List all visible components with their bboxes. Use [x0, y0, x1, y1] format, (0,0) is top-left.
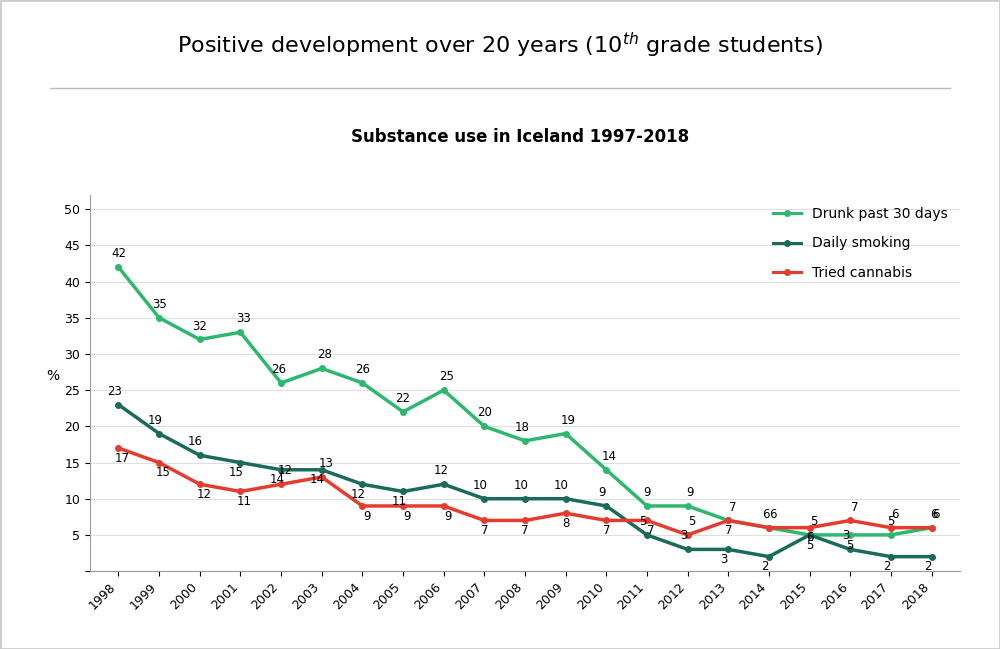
Text: 12: 12 [351, 488, 366, 501]
Text: 5: 5 [806, 539, 813, 552]
Text: 19: 19 [561, 413, 576, 426]
Text: 14: 14 [602, 450, 617, 463]
Text: 10: 10 [513, 479, 528, 492]
Text: 9: 9 [687, 486, 694, 499]
Text: 25: 25 [439, 370, 454, 383]
Text: 14: 14 [310, 473, 325, 487]
Text: 23: 23 [107, 385, 122, 398]
Y-axis label: %: % [47, 369, 60, 383]
Text: 6: 6 [806, 532, 813, 545]
Text: 6: 6 [762, 508, 770, 520]
Text: 7: 7 [725, 524, 732, 537]
Text: 33: 33 [236, 312, 251, 325]
Text: 12: 12 [278, 464, 293, 477]
Text: Substance use in Iceland 1997-2018: Substance use in Iceland 1997-2018 [351, 128, 689, 146]
Text: 6: 6 [931, 508, 938, 520]
Text: 8: 8 [562, 517, 569, 530]
Text: 7: 7 [851, 500, 858, 513]
Text: 15: 15 [229, 466, 244, 479]
Text: 10: 10 [554, 479, 569, 492]
Text: 12: 12 [433, 464, 448, 477]
Text: 2: 2 [761, 560, 769, 573]
Text: 16: 16 [188, 435, 203, 448]
Text: 5: 5 [887, 515, 895, 528]
Text: 19: 19 [147, 413, 162, 426]
Text: 20: 20 [477, 406, 492, 419]
Text: 26: 26 [355, 363, 370, 376]
Text: 5: 5 [847, 539, 854, 552]
Text: 5: 5 [688, 515, 695, 528]
Text: 9: 9 [363, 509, 370, 522]
Text: 6: 6 [769, 508, 777, 520]
Text: 22: 22 [396, 392, 411, 405]
Text: 6: 6 [891, 508, 899, 520]
Text: 3: 3 [680, 530, 687, 543]
Text: 7: 7 [481, 524, 488, 537]
Text: Positive development over 20 years (10$^{th}$ grade students): Positive development over 20 years (10$^… [177, 31, 823, 60]
Text: 9: 9 [403, 509, 411, 522]
Text: 42: 42 [111, 247, 126, 260]
Text: 14: 14 [269, 473, 284, 487]
Text: 28: 28 [317, 349, 332, 361]
Text: 13: 13 [318, 457, 333, 470]
Text: 3: 3 [842, 530, 850, 543]
Text: 9: 9 [643, 486, 651, 499]
Text: 7: 7 [603, 524, 610, 537]
Text: 32: 32 [192, 319, 207, 332]
Text: 5: 5 [639, 515, 646, 528]
Text: 5: 5 [810, 515, 817, 528]
Text: 7: 7 [647, 524, 655, 537]
Text: 11: 11 [391, 495, 406, 508]
Text: 9: 9 [598, 486, 606, 499]
Text: 17: 17 [115, 452, 130, 465]
Text: 10: 10 [473, 479, 488, 492]
Text: 7: 7 [521, 524, 529, 537]
Text: 2: 2 [883, 560, 890, 573]
Text: 3: 3 [720, 553, 728, 566]
Text: 11: 11 [237, 495, 252, 508]
Text: 7: 7 [729, 500, 736, 513]
Legend: Drunk past 30 days, Daily smoking, Tried cannabis: Drunk past 30 days, Daily smoking, Tried… [767, 202, 953, 286]
Text: 6: 6 [932, 508, 939, 520]
Text: 15: 15 [156, 466, 171, 479]
Text: 35: 35 [152, 298, 166, 311]
Text: 2: 2 [924, 560, 931, 573]
Text: 18: 18 [515, 421, 530, 434]
Text: 12: 12 [196, 488, 211, 501]
Text: 26: 26 [271, 363, 286, 376]
Text: 9: 9 [444, 509, 452, 522]
